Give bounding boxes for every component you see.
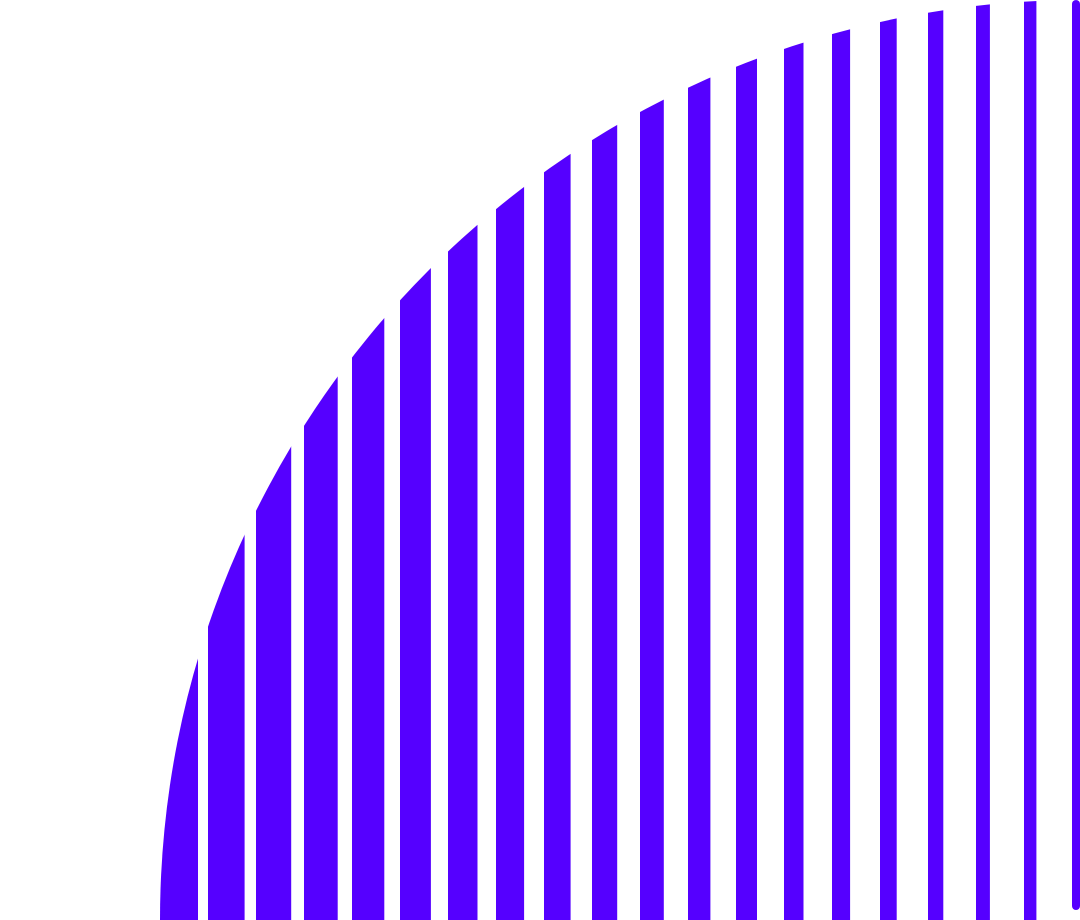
stripe xyxy=(544,0,571,920)
stripe xyxy=(496,0,525,920)
stripe xyxy=(448,0,478,920)
stripe xyxy=(784,0,804,920)
stripe xyxy=(880,0,897,920)
stripe xyxy=(688,0,711,920)
stripe xyxy=(400,0,431,920)
stripe xyxy=(592,0,618,920)
stripes xyxy=(160,0,1080,920)
stripe xyxy=(832,0,851,920)
stripe xyxy=(928,0,944,920)
stripe xyxy=(304,0,338,920)
stripe xyxy=(208,0,245,920)
stripe xyxy=(1024,0,1037,920)
stripe xyxy=(352,0,385,920)
stripe xyxy=(160,0,198,920)
stripe xyxy=(256,0,292,920)
stripe xyxy=(976,0,990,920)
stripe xyxy=(736,0,757,920)
stripe xyxy=(1072,0,1080,910)
stripe xyxy=(640,0,664,920)
